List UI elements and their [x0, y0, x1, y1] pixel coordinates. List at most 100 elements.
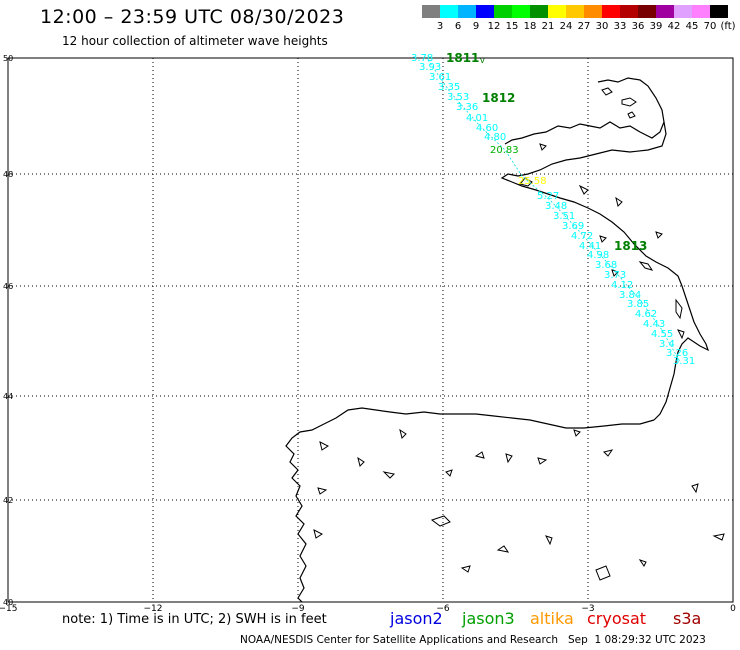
- scale-label: 27: [577, 21, 591, 32]
- longitude-label: −9: [291, 604, 305, 614]
- wave-height-value: 4.72: [571, 231, 593, 242]
- scale-label: 70: [703, 21, 717, 32]
- longitude-label: −15: [0, 604, 18, 614]
- map-title: 12:00 – 23:59 UTC 08/30/2023: [40, 6, 345, 28]
- scale-swatch: [548, 5, 566, 18]
- latitude-label: 40: [3, 598, 13, 607]
- latitude-label: 46: [3, 282, 13, 291]
- axis-labels: −15 −12 −9 −6 −3 0 50 48 46 44 42 40: [0, 54, 736, 614]
- scale-swatch: [674, 5, 692, 18]
- wave-height-value: 4.43: [643, 319, 665, 330]
- wave-height-value: 3.85: [627, 299, 649, 310]
- scale-label: 15: [505, 21, 519, 32]
- wave-height-value: 20.83: [490, 145, 519, 156]
- wave-height-value: 3.26: [666, 348, 688, 359]
- scale-label: 36: [631, 21, 645, 32]
- wave-height-value: 4.80: [484, 132, 506, 143]
- scale-swatch: [692, 5, 710, 18]
- longitude-label: −3: [581, 604, 594, 614]
- latitude-label: 50: [3, 54, 13, 63]
- scale-label: 33: [613, 21, 627, 32]
- wave-height-value: 4.01: [466, 113, 488, 124]
- wave-height-value: 3.4: [659, 339, 675, 350]
- wave-height-value: 4.41: [579, 241, 601, 252]
- scale-label: 24: [559, 21, 573, 32]
- wave-height-value: 3.36: [456, 102, 478, 113]
- wave-height-value: 4.62: [635, 309, 657, 320]
- track-labels: 1811 1812 1813 v: [446, 51, 647, 253]
- scale-label: 3: [436, 21, 444, 32]
- wave-height-value: 3.35: [438, 82, 460, 93]
- satellite-legend-cryosat: cryosat: [587, 609, 647, 628]
- satellite-legend-altika: altika: [530, 609, 574, 628]
- satellite-legend-jason3: jason3: [462, 609, 515, 628]
- coastline-spain: [285, 407, 655, 603]
- wave-height-value: 3.68: [595, 260, 617, 271]
- wave-height-value: 3.84: [619, 290, 641, 301]
- wave-height-value: 3.93: [419, 62, 441, 73]
- scale-swatch: [440, 5, 458, 18]
- wave-height-value: 25.58: [518, 176, 547, 187]
- color-scale-legend: [422, 5, 728, 18]
- scale-swatch: [458, 5, 476, 18]
- scale-label: 12: [487, 21, 501, 32]
- scale-swatch: [602, 5, 620, 18]
- wave-height-value: 3.69: [562, 221, 584, 232]
- altimeter-ground-track: [427, 59, 681, 363]
- scale-swatch: [620, 5, 638, 18]
- coastline-channel-islands: [601, 87, 636, 119]
- scale-label: 39: [649, 21, 663, 32]
- scale-swatch: [530, 5, 548, 18]
- wave-height-value: 4.12: [611, 280, 633, 291]
- track-direction-marker: v: [480, 56, 485, 65]
- scale-swatch: [422, 5, 440, 18]
- coastline-arcachon: [677, 329, 685, 340]
- coastline-isle-of-wight: [621, 97, 637, 107]
- scale-swatch: [638, 5, 656, 18]
- scale-swatch: [656, 5, 674, 18]
- coastline-ile-de-re: [638, 261, 654, 271]
- track-number-label: 1812: [482, 91, 515, 105]
- track-number-label: 1813: [614, 239, 647, 253]
- satellite-legend-jason2: jason2: [390, 609, 443, 628]
- scale-swatch: [512, 5, 530, 18]
- wave-height-value: 3.78: [411, 53, 433, 64]
- scale-label: (ft): [720, 21, 736, 32]
- inland-water: [357, 143, 725, 581]
- scale-label: 9: [472, 21, 480, 32]
- scale-swatch: [566, 5, 584, 18]
- longitude-label: −6: [436, 604, 450, 614]
- satellite-legend-s3a: s3a: [673, 609, 702, 628]
- wave-height-value: 5.27: [537, 191, 559, 202]
- coastline-france: [500, 121, 710, 421]
- scale-label: 30: [595, 21, 609, 32]
- scale-swatch: [710, 5, 728, 18]
- scale-swatch: [494, 5, 512, 18]
- wave-height-value: 3.51: [553, 211, 575, 222]
- credit-line: NOAA/NESDIS Center for Satellite Applica…: [240, 634, 706, 646]
- wave-height-value: 3.31: [673, 356, 695, 367]
- latitude-label: 48: [3, 170, 13, 179]
- wave-height-value: 3.48: [545, 201, 567, 212]
- wave-height-value: 3.53: [447, 92, 469, 103]
- wave-height-value: 4.60: [476, 123, 498, 134]
- scale-label: 18: [523, 21, 537, 32]
- graticule: [8, 58, 733, 602]
- coastline-brittany-inlet: [519, 177, 533, 187]
- scale-label: 6: [454, 21, 462, 32]
- map-subtitle: 12 hour collection of altimeter wave hei…: [62, 34, 328, 48]
- longitude-label: 0: [730, 604, 736, 614]
- track-number-label: 1811: [446, 51, 479, 65]
- wave-height-value: 4.55: [651, 329, 673, 340]
- longitude-label: −12: [144, 604, 163, 614]
- wave-height-value: 3.61: [429, 72, 451, 83]
- coastline-ria: [313, 441, 329, 539]
- coastline-gironde: [675, 298, 683, 320]
- wave-height-value: 3.73: [604, 270, 626, 281]
- latitude-label: 44: [3, 392, 13, 401]
- latitude-label: 42: [3, 496, 13, 505]
- scale-label: 21: [541, 21, 555, 32]
- footnote: note: 1) Time is in UTC; 2) SWH is in fe…: [62, 612, 327, 627]
- map-frame: [7, 57, 734, 603]
